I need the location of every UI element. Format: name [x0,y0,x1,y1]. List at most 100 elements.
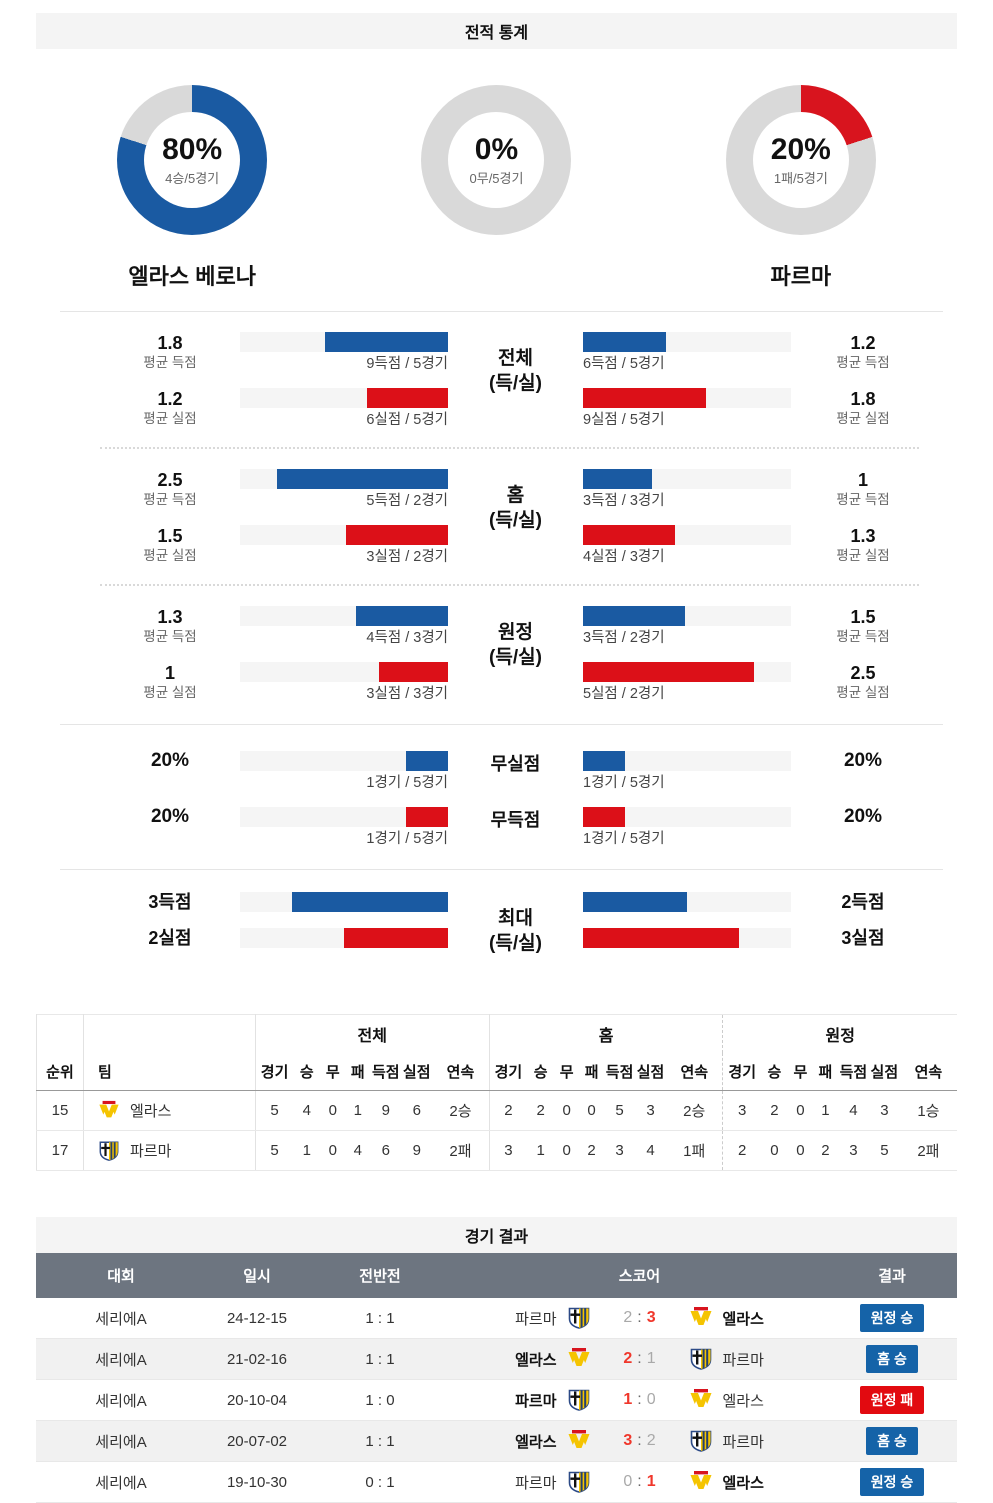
home-goals-bar [277,469,448,489]
stat-value: 2.5 [850,663,876,683]
stat-caption: 평균 득점 [143,629,197,644]
max-away-goals-bar [583,892,687,912]
cell: 9 [370,1090,402,1131]
cell: 2 [812,1130,838,1171]
cell: 3 [868,1090,900,1131]
col-team: 팀 [82,1052,256,1091]
col-d: 무 [787,1052,813,1091]
stat-caption: 평균 득점 [836,492,890,507]
team-names: 엘라스 베로나 파르마 [0,259,993,291]
cell: 3 [604,1130,636,1171]
stat-value: 1.8 [850,389,876,409]
bar-sub: 1경기 / 5경기 [583,775,665,791]
clean-sheet-home-bar [406,751,448,771]
no-goal-label: 무득점 [490,810,541,830]
cell: 6 [401,1090,433,1131]
bar-track [583,388,791,408]
stat-value: 1.3 [850,526,876,546]
cell: 4 [293,1090,321,1131]
col-ga: 실점 [401,1052,433,1091]
cell: 5 [254,1130,294,1171]
table-row-parma: 17 파르마 5 1 0 4 6 9 2패 3 1 0 2 3 4 1패 2 0 0 2 3 5 2패 [36,1130,957,1171]
bar-track [240,332,448,352]
col-gp: 경기 [722,1052,761,1091]
cell: 3 [722,1090,761,1131]
compare-section-overall: 1.8 평균 득점 1.2 평균 실점 9득점 / 5경기 6실점 / 5경기 전체… [36,332,957,430]
col-gf: 득점 [837,1052,869,1091]
cell: 3 [837,1130,869,1171]
away-goals-bar [583,606,685,626]
final-score: 0:1 [623,1473,656,1490]
bar-track [240,892,448,912]
home-team: 파르마 [515,1474,557,1492]
no-goal-home-bar [406,807,448,827]
stat-value: 1.2 [850,333,876,353]
cell: 5 [254,1090,294,1131]
stat-caption: 평균 실점 [143,548,197,563]
col-ga: 실점 [868,1052,900,1091]
league-name: 세리에A [95,1351,147,1369]
away-team: 파르마 [722,1351,764,1369]
parma-logo-icon [567,1470,591,1494]
away-conceded-bar [583,388,706,408]
max-away-goals: 2득점 [841,892,885,912]
cell: 2 [760,1090,788,1131]
group-header-away: 원정 [722,1014,957,1053]
bar-track [240,662,448,682]
result-row: 세리에A 21-02-16 1 : 1 엘라스 2:1 파르마 홈 승 [36,1339,957,1380]
cell: 0 [554,1130,580,1171]
col-gf: 득점 [604,1052,636,1091]
final-score: 2:3 [623,1309,656,1326]
bar-track [240,388,448,408]
home-goals-bar [356,606,448,626]
half-score: 1 : 1 [365,1350,395,1368]
bar-sub: 1경기 / 5경기 [366,775,448,791]
max-away-conceded: 3실점 [841,928,885,948]
max-home-goals: 3득점 [148,892,192,912]
stat-caption: 평균 득점 [836,355,890,370]
team-name: 파르마 [129,1143,172,1160]
no-goal-away-pct: 20% [843,806,883,827]
col-gf: 득점 [370,1052,402,1091]
loss-donut-ring: 20% 1패/5경기 [725,85,876,235]
cell: 1 [293,1130,321,1171]
col-streak: 연속 [432,1052,490,1091]
home-conceded-bar [346,525,448,545]
final-score: 1:0 [623,1391,656,1408]
stat-caption: 평균 실점 [143,685,197,700]
section-label: 전체 (득/실) [489,348,542,394]
cell: 1 [527,1130,555,1171]
group-header-overall: 전체 [254,1014,490,1053]
clean-sheet-home-pct: 20% [150,750,190,771]
verona-logo-icon [568,1430,589,1448]
match-date: 24-12-15 [226,1309,288,1327]
stat-caption: 평균 실점 [836,685,890,700]
bar-track [583,807,791,827]
stats-section-title: 전적 통계 [36,13,957,49]
results-col-league: 대회 [107,1268,135,1285]
bar-track [583,332,791,352]
cell: 3 [635,1090,667,1131]
win-donut: 80% 4승/5경기 [40,85,344,235]
col-w: 승 [293,1052,321,1091]
result-badge: 원정 패 [859,1386,925,1414]
cell: 4 [635,1130,667,1171]
results-header: 대회 일시 전반전 스코어 결과 [36,1253,957,1298]
verona-logo-icon [568,1348,589,1366]
bar-track [583,662,791,682]
max-away-conceded-bar [583,928,739,948]
half-score: 1 : 0 [365,1391,395,1409]
no-goal-away-bar [583,807,625,827]
stat-caption: 평균 득점 [143,355,197,370]
bar-sub: 9실점 / 5경기 [583,412,665,428]
cell: 2승 [666,1090,723,1131]
half-score: 1 : 1 [365,1309,395,1327]
col-d: 무 [554,1052,580,1091]
win-sub: 4승/5경기 [165,170,220,186]
win-pct: 80% [162,132,223,166]
bar-sub: 5득점 / 2경기 [366,493,448,509]
clean-sheet-away-pct: 20% [843,750,883,771]
home-conceded-bar [379,662,448,682]
bar-track [240,469,448,489]
parma-logo-icon [689,1429,713,1453]
